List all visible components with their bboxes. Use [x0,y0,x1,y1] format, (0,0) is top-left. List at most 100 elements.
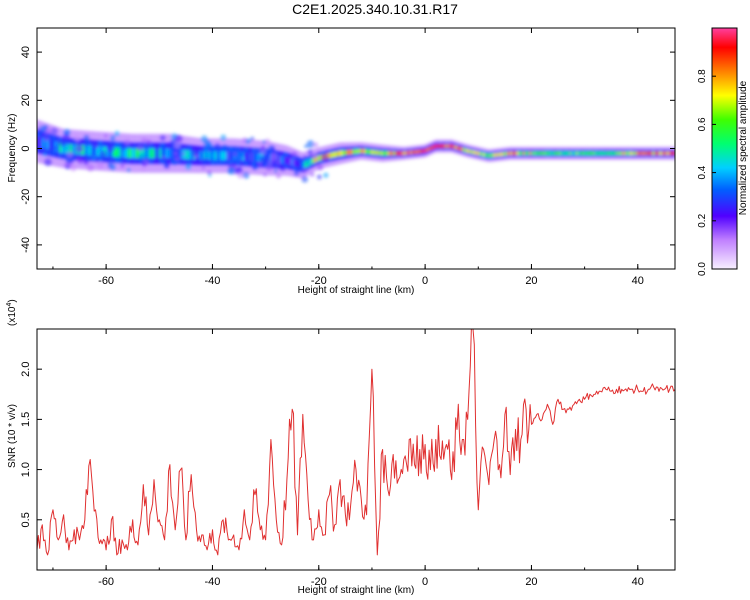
x-tick-label: 40 [632,576,644,588]
spectrogram-speckle [120,164,125,168]
ridge-core [584,151,587,155]
ridge-core [439,144,443,148]
ridge-core [169,148,173,159]
ridge-core [331,152,334,158]
ridge-core [535,151,538,155]
ridge-core [127,148,130,158]
ridge-core [550,151,553,155]
snr-x-ticks: -60 -40 -20 0 20 40 [52,329,644,588]
ridge-core [288,157,292,166]
spectrogram-speckle [316,174,322,180]
spectrogram-speckle [259,157,267,165]
ridge-core [276,155,279,164]
spectrogram-speckle [37,126,40,131]
ridge-core [635,151,638,155]
ridge-core [61,143,64,154]
ridge-core [603,151,607,155]
ridge-core [363,149,366,154]
spectrogram-speckle [269,152,278,161]
ridge-core [369,149,373,155]
spectrogram-speckle [206,142,213,149]
spectrogram-speckle [282,167,286,171]
ridge-core [171,148,175,159]
ridge-core [371,150,375,155]
ridge-core [386,151,390,156]
ridge-core [297,160,300,168]
ridge-core [140,148,143,159]
ridge-core [114,147,117,157]
ridge-core [144,148,147,159]
ridge-core [433,144,436,149]
ridge-core [437,144,441,148]
spectrogram-speckle [62,153,68,158]
ridge-core [133,148,137,159]
ridge-core [554,151,558,155]
ridge-core [65,143,68,154]
ridge-core [573,151,577,155]
ridge-core [284,156,288,165]
ridge-core [225,151,228,160]
ridge-core [165,148,168,159]
colorbar-ticks: 0.0 0.2 0.4 0.6 0.8 [697,69,716,276]
ridge-core [388,151,392,156]
colorbar-tick-label: 0.8 [697,69,708,83]
y-tick-label: 1.5 [20,412,32,427]
spectrogram-speckle [59,139,67,148]
ridge-core [658,151,662,155]
ridge-core [46,139,49,150]
ridge-core [595,151,598,155]
ridge-core [142,148,145,159]
spectrogram-speckle [250,136,255,141]
ridge-core [397,151,400,156]
ridge-core [424,148,428,153]
spectrogram-speckle [163,163,169,169]
ridge-core [218,151,222,160]
x-tick-label: 0 [422,275,428,287]
ridge-core [412,150,415,154]
spectrogram-speckle [66,151,74,159]
ridge-core [129,148,132,158]
ridge-core [201,151,205,160]
ridge-core [478,151,481,156]
ridge-core [533,151,536,155]
spectrogram-speckle [44,158,52,167]
ridge-core [178,149,181,159]
ridge-core [516,151,519,155]
y-tick-label: 40 [20,46,32,58]
ridge-core [420,149,424,153]
spectrogram-speckle [274,169,278,173]
ridge-core [208,151,211,160]
ridge-core [646,151,649,155]
spectrogram-speckle [227,166,236,175]
ridge-core [663,151,666,155]
ridge-core [467,149,470,153]
ridge-core [495,153,498,157]
spectrogram-speckle [311,152,319,161]
snr-y-label: SNR (10 * v/v) [7,404,18,468]
ridge-core [450,144,453,148]
spectrogram-speckle [290,163,294,167]
spectrogram-speckle [114,130,120,137]
ridge-core [501,152,504,156]
colorbar-frame [711,27,738,270]
ridge-core [465,148,468,153]
ridge-core [299,161,302,168]
ridge-core [486,153,490,158]
ridge-core [197,151,200,160]
ridge-core [454,145,458,149]
spectrogram-speckle [64,162,72,170]
ridge-core [37,135,39,147]
spectrogram-speckle [207,170,212,175]
ridge-core [291,158,294,166]
ridge-core [71,144,75,154]
spectrogram-speckle [89,139,93,143]
ridge-core [497,153,500,157]
ridge-core [333,151,336,158]
ridge-core [503,152,507,156]
ridge-core [135,148,139,159]
ridge-core [361,148,364,154]
spectrogram-speckle [55,146,59,150]
spectrogram-speckle [142,162,147,167]
ridge-core [531,151,534,155]
ridge-core [67,144,71,154]
